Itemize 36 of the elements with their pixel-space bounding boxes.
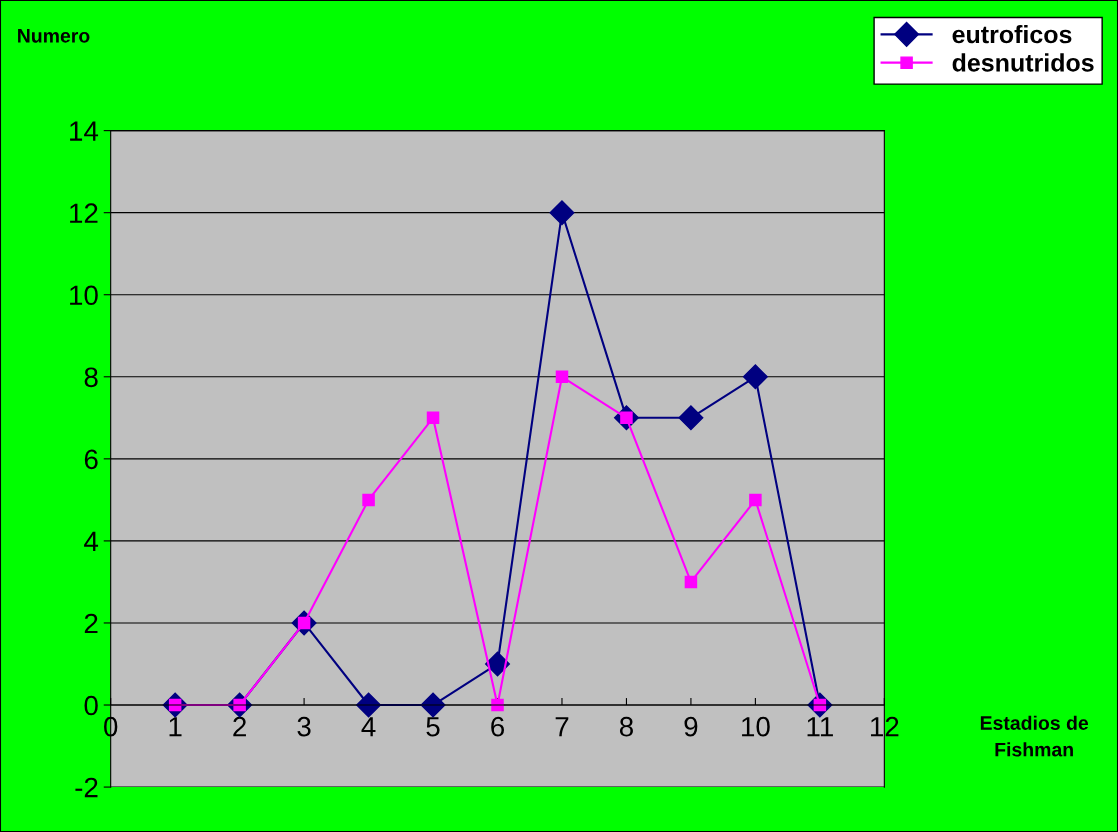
y-tick-label: 8 xyxy=(84,367,98,388)
y-tick-label: 10 xyxy=(70,285,98,306)
y-tick-label: -2 xyxy=(75,777,98,798)
x-tick-label: 10 xyxy=(742,716,770,737)
point xyxy=(678,405,704,431)
point xyxy=(684,575,698,589)
point xyxy=(362,493,375,507)
y-tick-label: 0 xyxy=(84,695,98,716)
point xyxy=(356,692,382,718)
y-tick-label: 12 xyxy=(70,203,98,223)
x-tick-label: 2 xyxy=(233,716,246,737)
point xyxy=(742,364,768,390)
x-tick-label: 9 xyxy=(684,716,698,737)
point xyxy=(555,370,569,384)
x-tick-label: 1 xyxy=(169,717,182,737)
x-tick-label: 3 xyxy=(297,716,311,737)
x-tick-label: 6 xyxy=(491,716,505,737)
point xyxy=(549,200,575,226)
legend-label: eutroficos xyxy=(952,24,1072,44)
x-axis-title: Estadios de Fishman xyxy=(980,715,1089,757)
x-tick-label: 0 xyxy=(104,716,118,737)
y-axis-title: Numero xyxy=(18,29,90,43)
x-tick-label: 4 xyxy=(361,717,376,737)
x-tick-label: 7 xyxy=(555,717,569,737)
legend-label: desnutridos xyxy=(952,53,1094,72)
point xyxy=(426,411,440,425)
y-tick-label: 14 xyxy=(70,121,99,141)
point xyxy=(749,493,762,507)
x-tick-label: 8 xyxy=(619,716,633,737)
y-tick-label: 6 xyxy=(84,449,98,470)
point xyxy=(485,651,510,677)
y-tick-label: 2 xyxy=(84,613,98,634)
y-tick-label: 4 xyxy=(84,531,99,551)
x-tick-label: 11 xyxy=(807,717,833,737)
x-tick-label: 12 xyxy=(871,716,899,737)
x-tick-label: 5 xyxy=(426,717,440,737)
